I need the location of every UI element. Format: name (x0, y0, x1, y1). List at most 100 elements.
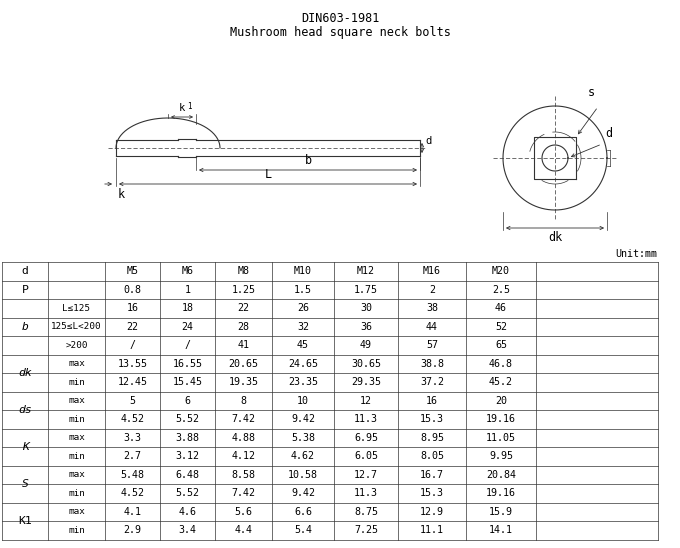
Text: 8.58: 8.58 (231, 470, 256, 480)
Text: d: d (425, 136, 431, 146)
Text: 65: 65 (495, 340, 507, 350)
Text: 12: 12 (360, 396, 372, 406)
Text: 4.52: 4.52 (120, 488, 144, 498)
Text: Mushroom head square neck bolts: Mushroom head square neck bolts (230, 26, 450, 39)
Text: 22: 22 (237, 303, 250, 313)
Text: max: max (68, 359, 85, 368)
Text: 24: 24 (182, 322, 194, 332)
Text: 49: 49 (360, 340, 372, 350)
Text: 22: 22 (126, 322, 139, 332)
Text: 45.2: 45.2 (489, 377, 513, 387)
Text: M5: M5 (126, 266, 139, 276)
Text: M6: M6 (182, 266, 194, 276)
Text: >200: >200 (65, 341, 88, 350)
Text: 12.7: 12.7 (354, 470, 378, 480)
Text: 1.5: 1.5 (294, 285, 312, 295)
Text: 24.65: 24.65 (288, 359, 318, 369)
Text: 36: 36 (360, 322, 372, 332)
Text: 6.6: 6.6 (294, 507, 312, 517)
Text: 11.3: 11.3 (354, 488, 378, 498)
Text: 15.3: 15.3 (420, 414, 444, 424)
Text: 38: 38 (426, 303, 438, 313)
Text: 20: 20 (495, 396, 507, 406)
Text: 1: 1 (187, 102, 192, 111)
Text: 3.12: 3.12 (175, 451, 199, 461)
Text: 12.9: 12.9 (420, 507, 444, 517)
Text: 12.45: 12.45 (118, 377, 148, 387)
Text: 5.6: 5.6 (235, 507, 252, 517)
Text: 9.95: 9.95 (489, 451, 513, 461)
Text: 37.2: 37.2 (420, 377, 444, 387)
Text: 6.05: 6.05 (354, 451, 378, 461)
Text: 2.7: 2.7 (124, 451, 141, 461)
Text: 8.75: 8.75 (354, 507, 378, 517)
Text: K: K (22, 442, 29, 452)
Text: 1: 1 (184, 285, 190, 295)
Text: 9.42: 9.42 (291, 414, 315, 424)
Text: 10: 10 (297, 396, 309, 406)
Text: 18: 18 (182, 303, 194, 313)
Text: /: / (129, 340, 135, 350)
Text: 3.4: 3.4 (178, 525, 197, 535)
Text: 52: 52 (495, 322, 507, 332)
Text: 6: 6 (184, 396, 190, 406)
Text: 2: 2 (429, 285, 435, 295)
Text: 5.52: 5.52 (175, 488, 199, 498)
Text: k: k (118, 188, 125, 201)
Text: 16: 16 (426, 396, 438, 406)
Text: 15.3: 15.3 (420, 488, 444, 498)
Text: 16.7: 16.7 (420, 470, 444, 480)
Text: 2.5: 2.5 (492, 285, 510, 295)
Text: max: max (68, 470, 85, 480)
Text: M16: M16 (423, 266, 441, 276)
Text: min: min (68, 378, 85, 387)
Text: K1: K1 (18, 516, 32, 526)
Text: min: min (68, 415, 85, 424)
Text: 6.95: 6.95 (354, 433, 378, 443)
Text: 44: 44 (426, 322, 438, 332)
Text: b: b (22, 322, 29, 332)
Text: 30.65: 30.65 (351, 359, 381, 369)
Text: M20: M20 (492, 266, 510, 276)
Text: 45: 45 (297, 340, 309, 350)
Text: 4.88: 4.88 (231, 433, 256, 443)
Text: 15.9: 15.9 (489, 507, 513, 517)
Text: 30: 30 (360, 303, 372, 313)
Text: 8.05: 8.05 (420, 451, 444, 461)
Text: min: min (68, 489, 85, 498)
Text: min: min (68, 452, 85, 461)
Text: 11.3: 11.3 (354, 414, 378, 424)
Text: 38.8: 38.8 (420, 359, 444, 369)
Text: 19.16: 19.16 (486, 414, 516, 424)
Text: max: max (68, 396, 85, 406)
Text: /: / (184, 340, 190, 350)
Text: 4.4: 4.4 (235, 525, 252, 535)
Text: 5: 5 (129, 396, 135, 406)
Text: L: L (265, 168, 271, 181)
Text: 4.12: 4.12 (231, 451, 256, 461)
Text: b: b (305, 154, 311, 167)
Text: d: d (22, 266, 29, 276)
Text: s: s (588, 85, 595, 99)
Text: min: min (68, 526, 85, 535)
Text: 46: 46 (495, 303, 507, 313)
Text: 8: 8 (241, 396, 246, 406)
Text: 14.1: 14.1 (489, 525, 513, 535)
Text: 41: 41 (237, 340, 250, 350)
Text: 4.62: 4.62 (291, 451, 315, 461)
Text: Unit:mm: Unit:mm (615, 249, 657, 259)
Text: 2.9: 2.9 (124, 525, 141, 535)
Text: M8: M8 (237, 266, 250, 276)
Text: 4.52: 4.52 (120, 414, 144, 424)
Text: 11.1: 11.1 (420, 525, 444, 535)
Text: M12: M12 (357, 266, 375, 276)
Text: dk: dk (18, 368, 32, 378)
Text: 4.1: 4.1 (124, 507, 141, 517)
Text: 15.45: 15.45 (173, 377, 203, 387)
Text: S: S (22, 479, 29, 489)
Text: 28: 28 (237, 322, 250, 332)
Text: 16.55: 16.55 (173, 359, 203, 369)
Text: L≤125: L≤125 (63, 304, 90, 313)
Text: 7.25: 7.25 (354, 525, 378, 535)
Text: 4.6: 4.6 (178, 507, 197, 517)
